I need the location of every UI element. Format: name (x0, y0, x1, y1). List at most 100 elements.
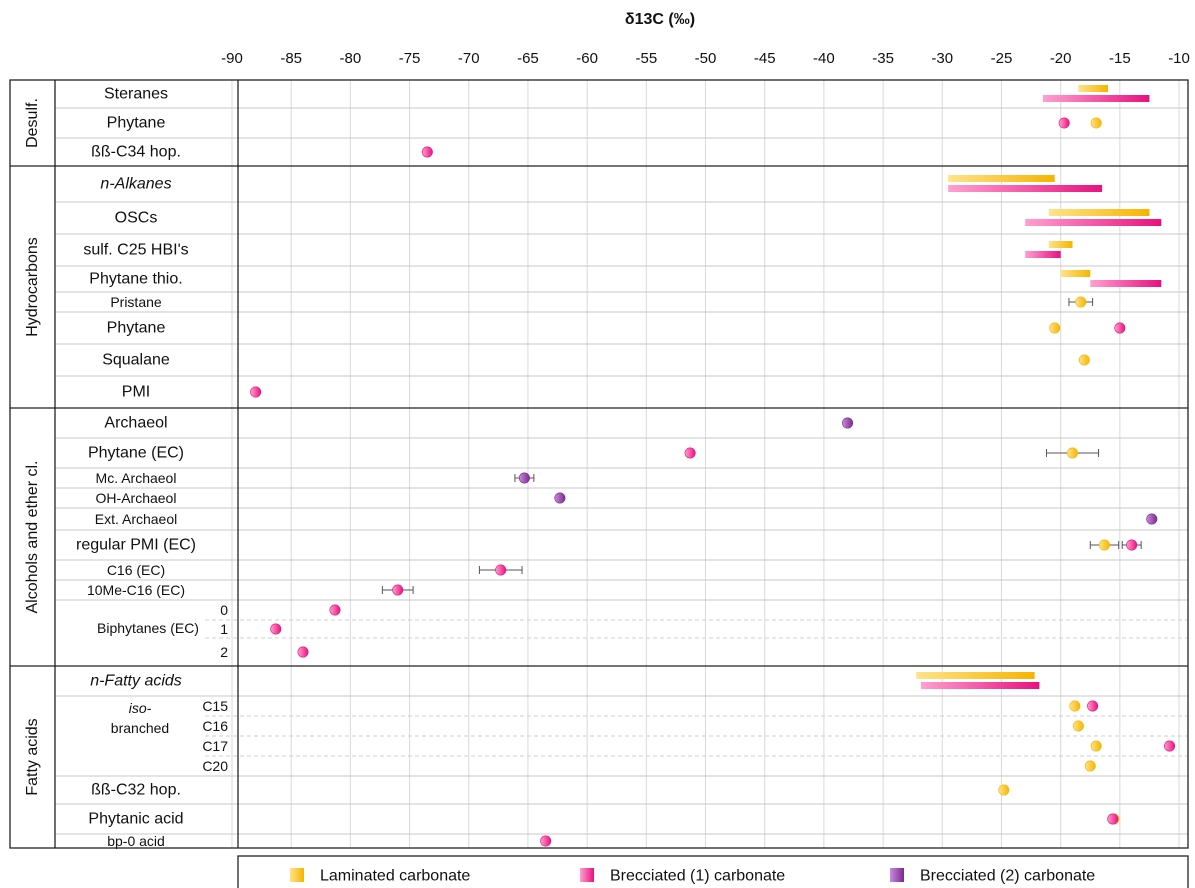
row-label: bp-0 acid (107, 833, 165, 849)
x-tick-label: -35 (872, 50, 894, 67)
row-sub-label: C16 (202, 718, 228, 734)
x-tick-label: -25 (991, 50, 1013, 67)
data-point-br2 (554, 492, 566, 504)
group-label: Hydrocarbons (24, 237, 41, 337)
x-tick-label: -90 (221, 50, 243, 67)
data-point-br1 (1058, 117, 1070, 129)
row-sub-label: C20 (202, 758, 228, 774)
row-label: Phytanic acid (88, 811, 183, 828)
range-bar-lam (948, 175, 1055, 182)
data-point-lam (1090, 740, 1102, 752)
range-bar-br1 (920, 682, 1040, 689)
data-point-br1 (392, 584, 404, 596)
data-point-lam (1069, 700, 1081, 712)
x-tick-label: -80 (340, 50, 362, 67)
range-bar-br1 (1025, 219, 1162, 226)
range-bar-lam (1078, 85, 1109, 92)
range-bar-br1 (1090, 280, 1162, 287)
legend-label-lam: Laminated carbonate (320, 868, 470, 885)
group-label: Desulf. (24, 98, 41, 148)
data-point-lam (1084, 760, 1096, 772)
legend-label-br1: Brecciated (1) carbonate (610, 868, 785, 885)
x-tick-label: -55 (635, 50, 657, 67)
legend-swatch-br1 (580, 868, 594, 882)
row-label: C16 (EC) (107, 562, 165, 578)
data-point-br1 (1107, 813, 1119, 825)
row-sub-label: 0 (220, 602, 228, 618)
data-point-br1 (421, 146, 433, 158)
range-bar-br1 (948, 185, 1103, 192)
x-tick-label: -85 (280, 50, 302, 67)
row-label: OH-Archaeol (96, 490, 177, 506)
rows-layer: Desulf. Steranes Phytane ßß-C34 hop. Hydroca… (24, 86, 1188, 849)
frame-layer (9, 79, 1189, 849)
data-point-br1 (1114, 322, 1126, 334)
data-point-lam (1049, 322, 1061, 334)
row-label: sulf. C25 HBI's (83, 242, 188, 259)
data-point-br1 (270, 623, 282, 635)
x-tick-label: -50 (695, 50, 717, 67)
row-label: Squalane (102, 352, 170, 369)
range-bar-br1 (1042, 95, 1150, 102)
row-label: branched (111, 720, 169, 736)
x-tick-label: -10 (1168, 50, 1190, 67)
legend-label-br2: Brecciated (2) carbonate (920, 868, 1095, 885)
row-label: Phytane (EC) (88, 445, 184, 462)
row-label: n-Fatty acids (90, 673, 182, 690)
row-label: Phytane (107, 320, 166, 337)
row-label: iso- (129, 700, 152, 716)
data-point-br2 (842, 417, 854, 429)
x-tick-label: -65 (517, 50, 539, 67)
row-sub-label: 2 (220, 644, 228, 660)
data-point-br1 (495, 564, 507, 576)
legend-swatch-lam (290, 868, 304, 882)
data-point-br1 (1126, 539, 1138, 551)
data-point-lam (1066, 447, 1078, 459)
x-tick-label: -40 (813, 50, 835, 67)
row-label: regular PMI (EC) (76, 537, 196, 554)
row-sub-label: C15 (202, 698, 228, 714)
range-bar-lam (1060, 270, 1091, 277)
row-sub-label: C17 (202, 738, 228, 754)
row-label: n-Alkanes (100, 176, 171, 193)
data-point-lam (1075, 296, 1087, 308)
data-point-br1 (329, 604, 341, 616)
data-point-br1 (250, 386, 262, 398)
x-tick-label: -20 (1050, 50, 1072, 67)
group-label: Alcohols and ether cl. (24, 461, 41, 614)
legend-box (237, 855, 1189, 888)
x-tick-label: -60 (576, 50, 598, 67)
data-point-br2 (1146, 513, 1158, 525)
row-label: ßß-C34 hop. (91, 144, 181, 161)
group-label: Fatty acids (24, 718, 41, 795)
data-point-lam (998, 784, 1010, 796)
legend-swatch-br2 (890, 868, 904, 882)
plot-frame (9, 79, 1189, 849)
row-label: ßß-C32 hop. (91, 782, 181, 799)
data-point-lam (1072, 720, 1084, 732)
range-bar-br1 (1025, 251, 1061, 258)
row-sub-label: 1 (220, 621, 228, 637)
x-tick-label: -30 (931, 50, 953, 67)
range-bar-lam (1048, 241, 1073, 248)
data-point-br1 (684, 447, 696, 459)
x-tick-label: -45 (754, 50, 776, 67)
row-label: 10Me-C16 (EC) (87, 582, 185, 598)
row-label: Phytane thio. (89, 271, 182, 288)
data-point-br1 (1087, 700, 1099, 712)
row-label: Mc. Archaeol (96, 470, 177, 486)
chart-title: δ13C (‰) (625, 11, 695, 28)
grid-layer: -90 -85 -80 -75 -70 -65 -60 -55 -50 -45 -40 -35 -30 -… (221, 50, 1190, 848)
row-label: Steranes (104, 86, 168, 103)
x-tick-label: -70 (458, 50, 480, 67)
x-tick-label: -75 (399, 50, 421, 67)
data-point-br2 (518, 472, 530, 484)
marks-layer (250, 85, 1176, 847)
row-label: OSCs (115, 210, 158, 227)
row-label: Phytane (107, 115, 166, 132)
row-label: Pristane (110, 294, 162, 310)
data-point-lam (1098, 539, 1110, 551)
data-point-br1 (540, 835, 552, 847)
range-bar-lam (1048, 209, 1150, 216)
